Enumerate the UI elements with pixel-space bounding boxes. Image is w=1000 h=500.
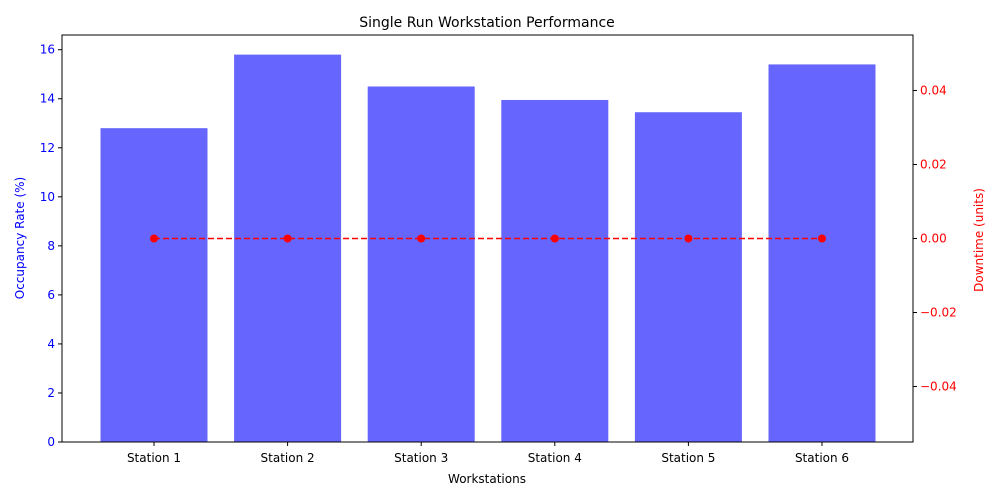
y-left-tick-label: 16 <box>40 43 55 57</box>
y-right-tick-label: −0.02 <box>920 306 957 320</box>
x-tick-label: Station 1 <box>127 451 181 465</box>
occupancy-bar <box>768 64 876 442</box>
x-tick-label: Station 5 <box>661 451 715 465</box>
y-left-tick-label: 0 <box>47 435 55 449</box>
x-tick-label: Station 2 <box>261 451 315 465</box>
y-right-tick-label: 0.00 <box>920 232 947 246</box>
downtime-point <box>818 234 826 243</box>
y-left-tick-label: 10 <box>40 190 55 204</box>
downtime-point <box>283 234 292 243</box>
axes-layer: 0 2 4 6 8 10 12 14 16 −0.04 −0.02 0.00 0.02 0.04 Stati… <box>40 34 957 465</box>
downtime-point <box>684 234 693 243</box>
x-axis-title: Workstations <box>448 472 526 486</box>
y-right-tick-label: 0.02 <box>920 158 947 172</box>
y-left-tick-label: 6 <box>47 288 55 302</box>
downtime-line-layer <box>150 234 826 243</box>
y-left-tick-label: 12 <box>40 141 55 155</box>
occupancy-bar <box>234 54 342 443</box>
downtime-point <box>150 234 158 243</box>
y-right-tick-label: −0.04 <box>920 380 957 394</box>
x-tick-label: Station 4 <box>528 451 582 465</box>
occupancy-bar <box>634 112 742 442</box>
y-right-tick-label: 0.04 <box>920 84 947 98</box>
y-left-tick-label: 4 <box>47 337 55 351</box>
occupancy-bar <box>367 86 475 443</box>
chart-title: Single Run Workstation Performance <box>359 15 615 31</box>
y-left-tick-label: 8 <box>47 239 55 253</box>
x-tick-label: Station 3 <box>394 451 448 465</box>
y-left-axis-title: Occupancy Rate (%) <box>13 177 27 299</box>
occupancy-bar <box>501 99 609 442</box>
x-tick-label: Station 6 <box>795 451 849 465</box>
y-right-axis-title: Downtime (units) <box>972 188 986 292</box>
occupancy-bar <box>100 128 208 442</box>
y-left-tick-label: 14 <box>40 92 55 106</box>
y-left-tick-label: 2 <box>47 386 55 400</box>
downtime-point <box>417 234 426 243</box>
bars-layer <box>100 54 876 443</box>
downtime-point <box>550 234 559 243</box>
